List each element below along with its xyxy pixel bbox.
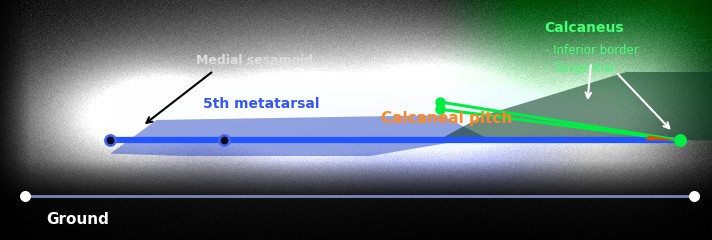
Point xyxy=(689,194,700,198)
Text: Calcaneal pitch: Calcaneal pitch xyxy=(381,111,512,126)
Text: 5th metatarsal: 5th metatarsal xyxy=(203,97,320,111)
Point xyxy=(434,100,446,104)
Text: Ground: Ground xyxy=(46,212,109,227)
Text: Calcaneus: Calcaneus xyxy=(545,21,624,35)
Wedge shape xyxy=(646,136,680,140)
Point xyxy=(434,107,446,111)
Polygon shape xyxy=(110,115,484,156)
Text: - Tangential: - Tangential xyxy=(545,62,614,75)
Polygon shape xyxy=(438,72,712,140)
Point xyxy=(19,194,31,198)
Point xyxy=(674,138,686,142)
Text: Medial sesamoid: Medial sesamoid xyxy=(196,54,313,66)
Text: - Inferior border: - Inferior border xyxy=(545,44,639,57)
Point xyxy=(219,138,230,142)
Point xyxy=(105,138,116,142)
Point xyxy=(674,138,686,142)
